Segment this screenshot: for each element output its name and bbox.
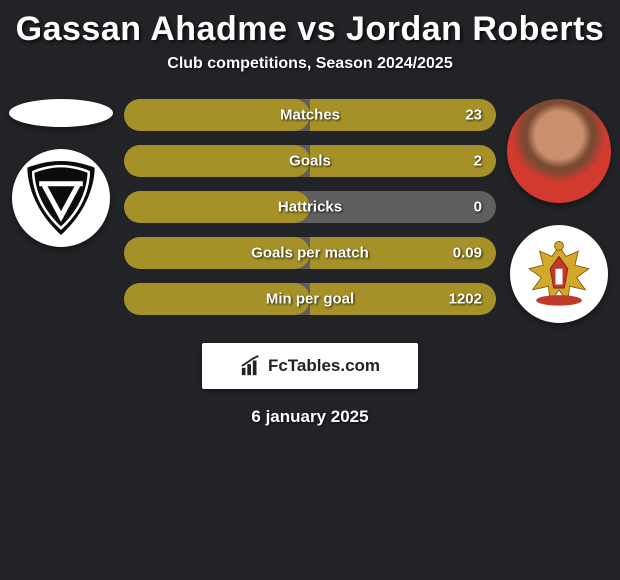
stat-right-value: 23 [465,107,482,124]
stat-label: Goals per match [251,245,369,262]
left-player-column [6,91,116,247]
right-player-column [504,91,614,323]
stat-right-value: 2 [474,153,482,170]
bar-chart-icon [240,355,262,377]
stat-bar: Matches 23 [124,99,496,131]
left-player-avatar [9,99,113,127]
stat-bar-right-fill [310,145,496,177]
page-subtitle: Club competitions, Season 2024/2025 [0,55,620,91]
left-club-badge [12,149,110,247]
stat-bar: Hattricks 0 [124,191,496,223]
crest-icon [515,230,603,318]
right-club-badge [510,225,608,323]
stat-label: Matches [280,107,340,124]
stat-right-value: 0 [474,199,482,216]
stat-label: Min per goal [266,291,354,308]
page-title: Gassan Ahadme vs Jordan Roberts [0,0,620,55]
stat-bar: Goals 2 [124,145,496,177]
stat-label: Hattricks [278,199,342,216]
stat-bar-left-fill [124,145,310,177]
brand-logo: FcTables.com [202,343,418,389]
stat-bars: Matches 23 Goals 2 Hattricks 0 Goals per match… [124,91,496,315]
brand-text: FcTables.com [268,356,380,376]
stat-right-value: 1202 [449,291,482,308]
comparison-content: Matches 23 Goals 2 Hattricks 0 Goals per match… [0,91,620,323]
footer-date: 6 january 2025 [0,407,620,427]
stat-bar: Min per goal 1202 [124,283,496,315]
stat-right-value: 0.09 [453,245,482,262]
stat-bar: Goals per match 0.09 [124,237,496,269]
shield-icon [19,156,103,240]
stat-label: Goals [289,153,331,170]
right-player-avatar [507,99,611,203]
